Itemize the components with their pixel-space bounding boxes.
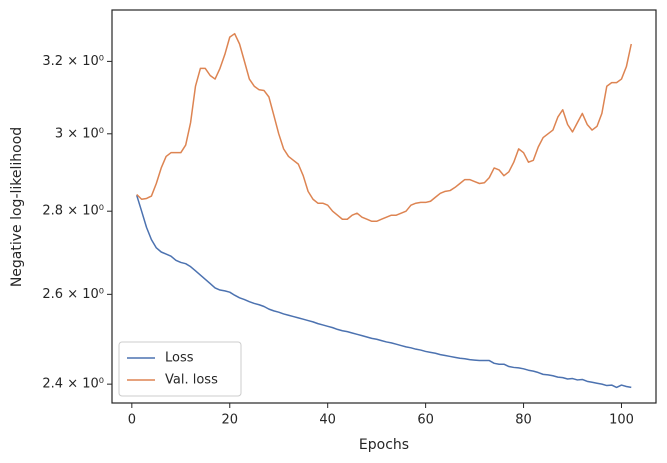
x-tick-label: 100 bbox=[609, 413, 634, 428]
y-tick-label: 2.8 × 10⁰ bbox=[42, 204, 104, 219]
series-line bbox=[136, 195, 632, 389]
y-axis-title: Negative log-likelihood bbox=[9, 127, 25, 287]
series-line bbox=[136, 32, 633, 223]
plot-frame bbox=[111, 9, 657, 404]
y-tick-label: 3.2 × 10⁰ bbox=[42, 54, 104, 69]
legend-label: Loss bbox=[165, 351, 194, 366]
y-tick-label: 3 × 10⁰ bbox=[55, 126, 104, 141]
x-tick-label: 20 bbox=[221, 413, 238, 428]
y-tick-label: 2.4 × 10⁰ bbox=[42, 377, 104, 392]
x-axis-title: Epochs bbox=[359, 437, 409, 453]
legend-label: Val. loss bbox=[165, 373, 218, 388]
x-tick-label: 0 bbox=[128, 413, 136, 428]
y-tick-label: 2.6 × 10⁰ bbox=[42, 287, 104, 302]
x-tick-label: 60 bbox=[417, 413, 434, 428]
x-tick-label: 40 bbox=[319, 413, 336, 428]
legend-box bbox=[118, 341, 242, 397]
x-tick-label: 80 bbox=[515, 413, 532, 428]
